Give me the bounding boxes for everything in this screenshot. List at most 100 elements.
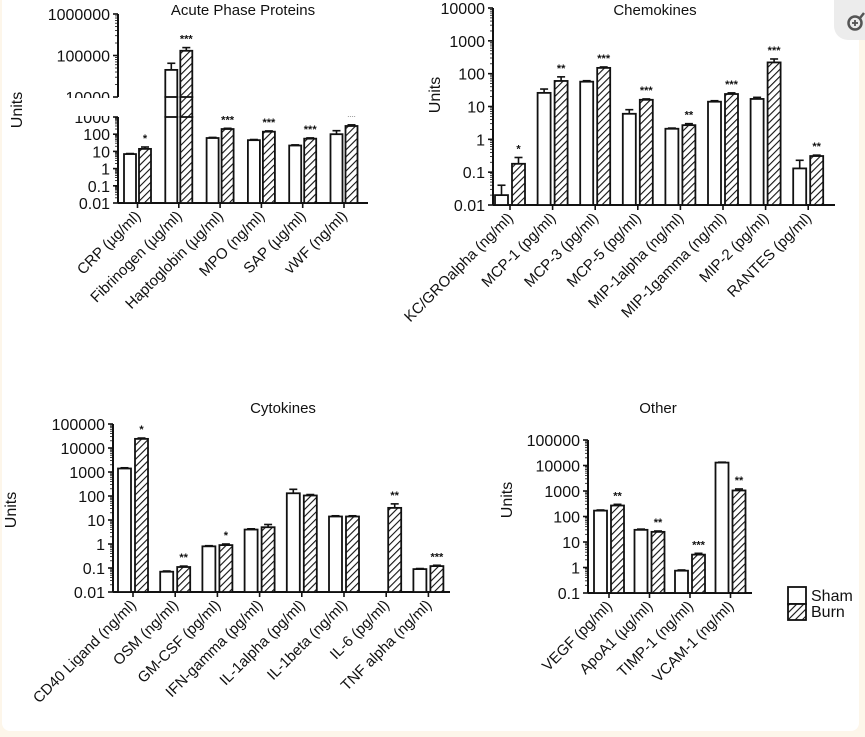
bar-sham (536, 91, 552, 206)
bar-burn (345, 515, 360, 593)
y-tick-label: 100 (83, 127, 110, 144)
zoom-button[interactable] (834, 0, 865, 40)
bar-sham (707, 100, 722, 206)
bar-sham (246, 139, 261, 204)
legend-swatch-burn (787, 603, 807, 621)
y-tick-label: 10 (562, 535, 580, 552)
significance-marker: ** (179, 552, 188, 564)
bar-burn (650, 530, 666, 594)
significance-marker: ** (654, 517, 663, 529)
y-tick-label: 10000 (536, 459, 581, 476)
panel-cytokines: Cytokines Units 0.01 0.1 1 10 100 1000 10000 1000… (3, 400, 450, 707)
bar-sham (714, 461, 730, 594)
bar-burn (179, 49, 194, 204)
y-axis-label: Units (499, 482, 516, 518)
bar-sham (749, 98, 765, 206)
x-category-label: MCP-5 (pg/ml) (564, 210, 645, 291)
y-tick-label: 100 (553, 510, 580, 527)
bar-sham (664, 127, 680, 206)
bar-sham (288, 144, 303, 204)
bar-sham (328, 515, 343, 593)
bar-sham (674, 569, 689, 594)
y-tick-label: 0.1 (558, 586, 580, 603)
bar-burn (596, 66, 612, 206)
bar-sham (579, 80, 595, 206)
y-tick-label: 10 (467, 100, 485, 117)
significance-marker: * (224, 530, 229, 542)
bar-burn (638, 98, 654, 206)
y-tick-label: 1000 (544, 484, 580, 501)
bar-burn (553, 80, 569, 206)
bar-burn-break-section (179, 96, 194, 118)
significance-marker: *** (430, 551, 444, 563)
panel-title: Acute Phase Proteins (171, 2, 315, 19)
legend-label-burn: Burn (811, 604, 845, 621)
y-tick-label: 10 (92, 144, 110, 161)
bar-sham (285, 492, 301, 593)
y-tick-label: 1 (571, 561, 580, 578)
y-tick-label: 1000000 (48, 7, 110, 24)
bar-sham (201, 545, 217, 593)
significance-marker: ** (812, 141, 821, 153)
y-tick-label: 0.01 (454, 198, 485, 215)
bar-sham (633, 528, 649, 594)
bar-burn (176, 566, 192, 593)
bar-sham (412, 568, 428, 593)
bar-burn (302, 494, 318, 593)
y-axis-label: Units (3, 492, 20, 528)
bar-burn (220, 128, 235, 204)
bar-burn (511, 162, 526, 206)
significance-marker: * (143, 133, 148, 145)
bar-sham (159, 570, 175, 593)
y-tick-label: 100 (78, 489, 105, 506)
panel-title: Cytokines (250, 400, 316, 417)
significance-marker: ** (347, 111, 356, 123)
significance-marker: *** (692, 539, 706, 551)
y-tick-label: 100 (458, 67, 485, 84)
bar-burn (260, 526, 276, 593)
legend-swatch-sham (787, 586, 807, 605)
zoom-in-icon (847, 12, 865, 31)
significance-marker: *** (304, 124, 318, 136)
y-tick-label: 100000 (527, 433, 580, 450)
bar-sham (205, 137, 220, 204)
y-tick-label: 10000 (441, 1, 486, 18)
bar-burn (344, 125, 359, 204)
y-tick-label: 1 (476, 132, 485, 149)
legend-label-sham: Sham (811, 588, 853, 605)
significance-marker: * (139, 424, 144, 436)
panel-chemokines: ChemokinesUnits0.010.1110100100010000*KC… (401, 1, 835, 326)
bar-burn (303, 137, 318, 204)
significance-marker: ** (735, 475, 744, 487)
axis-break-gap (58, 98, 378, 116)
y-tick-label: 100000 (57, 49, 110, 66)
bar-sham (792, 167, 808, 206)
x-category-label: MCP-3 (pg/ml) (521, 210, 602, 291)
bar-burn (766, 61, 782, 206)
y-axis-label: Units (9, 92, 26, 128)
y-tick-label: 0.1 (463, 165, 485, 182)
significance-marker: *** (640, 85, 654, 97)
significance-marker: ** (613, 490, 622, 502)
bar-burn (134, 437, 149, 593)
bar-sham-break-section (164, 96, 179, 118)
significance-marker: ** (685, 110, 694, 122)
significance-marker: * (516, 143, 521, 155)
bar-burn (724, 93, 739, 206)
y-axis-label: Units (427, 77, 444, 113)
x-category-label: VEGF (pg/ml) (539, 598, 616, 675)
bar-burn (731, 489, 747, 594)
y-tick-label: 10000 (61, 441, 106, 458)
bar-burn (261, 130, 276, 204)
y-tick-label: 1 (101, 162, 110, 179)
y-tick-label: 1 (96, 537, 105, 554)
bar-burn (429, 565, 445, 593)
significance-marker: *** (597, 53, 611, 65)
significance-marker: *** (221, 114, 235, 126)
y-tick-label: 1000 (69, 465, 105, 482)
bar-burn (809, 155, 825, 206)
y-tick-label: 0.1 (88, 179, 110, 196)
y-tick-label: 100000 (52, 417, 105, 434)
